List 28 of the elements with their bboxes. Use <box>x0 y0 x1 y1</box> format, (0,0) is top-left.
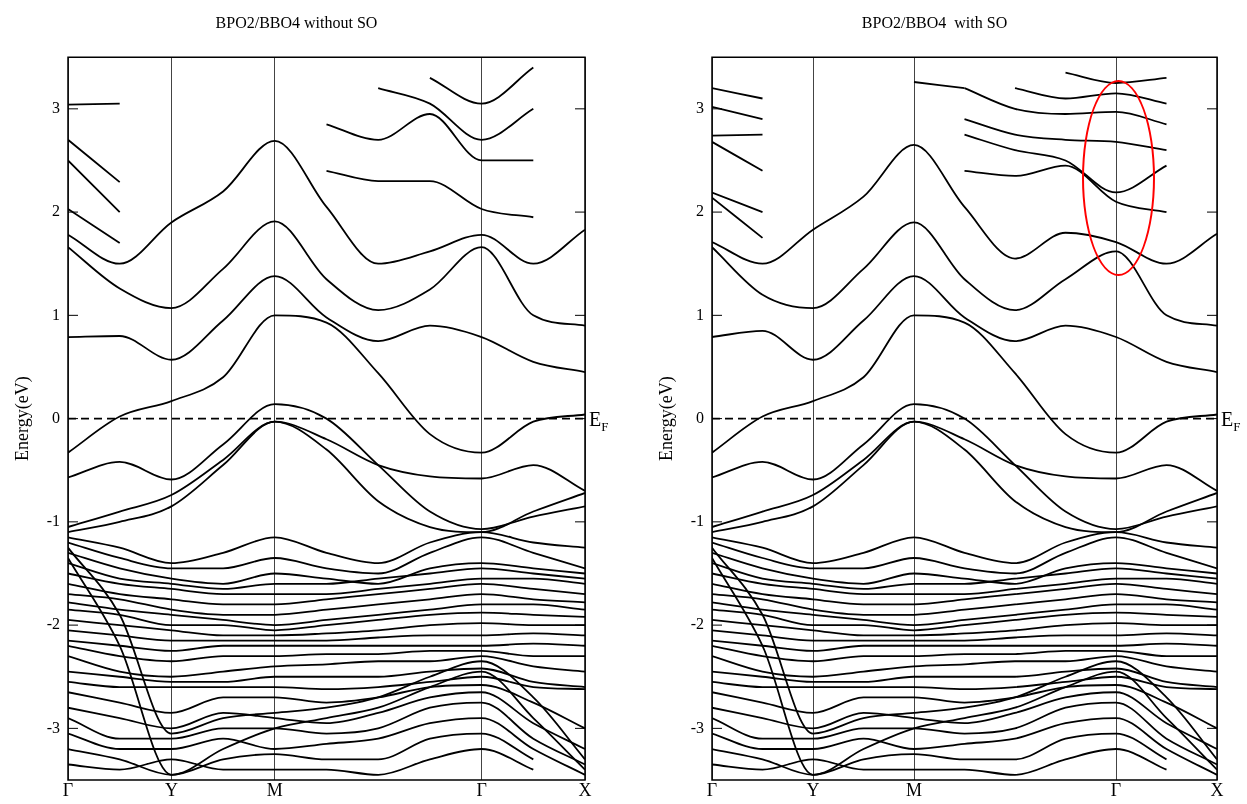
x-tick-label: Y <box>806 779 820 800</box>
y-tick-label: 2 <box>52 202 60 220</box>
chart-title: BPO2/BBO4 with SO <box>861 13 1008 31</box>
x-tick-label: X <box>1210 779 1224 800</box>
x-tick-label: M <box>905 779 923 800</box>
y-tick-label: 3 <box>696 99 704 117</box>
y-tick-label: 0 <box>696 408 704 426</box>
x-tick-label: Γ <box>62 779 74 800</box>
y-tick-label: -3 <box>690 718 704 736</box>
x-tick-label: Γ <box>476 779 487 800</box>
x-tick-label: Γ <box>1110 779 1122 800</box>
y-tick-label: 0 <box>52 408 60 426</box>
chart-title: BPO2/BBO4 without SO <box>215 13 378 31</box>
y-axis-title: Energy(eV) <box>11 376 33 461</box>
y-tick-label: 3 <box>52 99 60 117</box>
y-tick-label: 2 <box>696 202 704 220</box>
x-tick-label: Γ <box>706 779 718 800</box>
y-axis-title: Energy(eV) <box>655 376 677 461</box>
x-tick-label: M <box>266 779 283 800</box>
y-tick-label: 1 <box>52 305 60 323</box>
x-tick-label: Y <box>164 779 178 800</box>
y-tick-label: -2 <box>46 615 60 633</box>
y-tick-label: -1 <box>690 512 704 530</box>
x-tick-label: X <box>578 779 592 800</box>
y-tick-label: -2 <box>690 615 704 633</box>
y-tick-label: 1 <box>696 305 704 323</box>
y-tick-label: -3 <box>46 718 60 736</box>
y-tick-label: -1 <box>46 512 60 530</box>
